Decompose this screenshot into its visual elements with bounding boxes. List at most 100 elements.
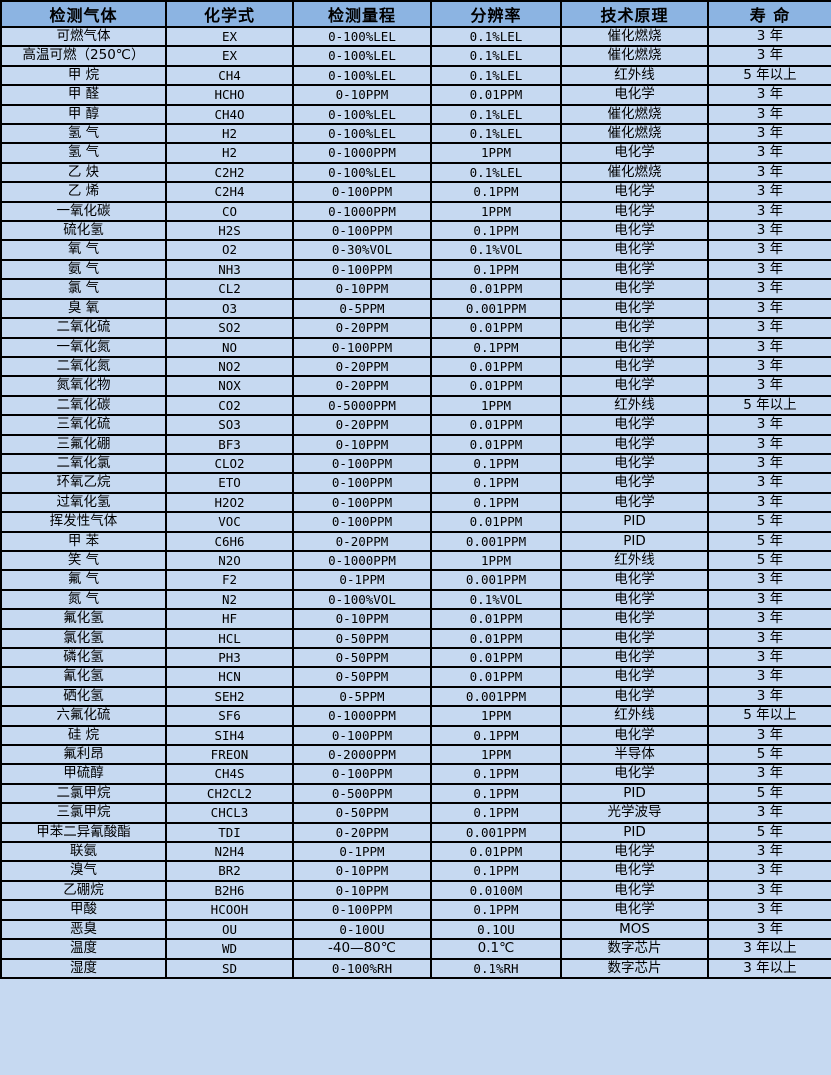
formula-cell: SO3 [165,414,294,436]
life-cell: 3 年 [707,569,831,591]
gas-name-cell: 甲苯二异氰酸酯 [0,821,167,844]
range-cell: 0-1PPM [292,569,432,591]
resolution-cell: 0.01PPM [430,433,562,455]
table-row: 二氧化碳 CO2 0-5000PPM 1PPM 红外线 5 年以上 [0,394,831,417]
gas-name-cell: 三氟化硼 [0,433,167,455]
range-cell: 0-100PPM [292,220,432,242]
gas-name-cell: 环氧乙烷 [0,472,167,494]
table-row: 二氯甲烷 CH2CL2 0-500PPM 0.1PPM PID 5 年 [0,782,831,805]
life-cell: 3 年 [707,103,831,126]
table-row: 乙硼烷 B2H6 0-10PPM 0.0100M 电化学 3 年 [0,879,831,902]
table-row: 二氧化硫 SO2 0-20PPM 0.01PPM 电化学 3 年 [0,317,831,339]
range-cell: 0-20PPM [292,530,432,552]
life-cell: 3 年 [707,239,831,261]
principle-cell: 电化学 [560,724,709,747]
formula-cell: C6H6 [165,530,294,552]
life-cell: 3 年 [707,666,831,688]
resolution-cell: 0.01PPM [430,646,562,669]
resolution-cell: 0.1PPM [430,899,562,921]
range-cell: 0-20PPM [292,375,432,397]
table-row: 乙 炔 C2H2 0-100%LEL 0.1%LEL 催化燃烧 3 年 [0,161,831,184]
range-cell: 0-10PPM [292,608,432,630]
resolution-cell: 0.1%LEL [430,123,562,145]
principle-cell: 红外线 [560,64,709,87]
range-cell: 0-100%VOL [292,588,432,611]
life-cell: 3 年 [707,220,831,242]
table-row: 甲酸 HCOOH 0-100PPM 0.1PPM 电化学 3 年 [0,899,831,921]
resolution-cell: 0.01PPM [430,317,562,339]
resolution-cell: 1PPM [430,200,562,223]
gas-name-cell: 二氧化氯 [0,452,167,475]
table-row: 硫化氢 H2S 0-100PPM 0.1PPM 电化学 3 年 [0,220,831,242]
resolution-cell: 0.1PPM [430,452,562,475]
gas-name-cell: 甲 醇 [0,103,167,126]
gas-name-cell: 三氧化硫 [0,414,167,436]
formula-cell: HCHO [165,84,294,106]
table-row: 二氧化氮 NO2 0-20PPM 0.01PPM 电化学 3 年 [0,355,831,378]
range-cell: 0-100%LEL [292,45,432,67]
resolution-cell: 0.01PPM [430,841,562,863]
gas-sensor-spec-table: 检测气体 化学式 检测量程 分辨率 技术原理 寿 命 可燃气体 EX 0-100%L… [0,0,831,979]
table-row: 三氧化硫 SO3 0-20PPM 0.01PPM 电化学 3 年 [0,414,831,436]
table-row: 挥发性气体 VOC 0-100PPM 0.01PPM PID 5 年 [0,511,831,533]
life-cell: 3 年 [707,297,831,320]
range-cell: 0-100PPM [292,491,432,514]
life-cell: 3 年 [707,45,831,67]
range-cell: 0-100PPM [292,763,432,785]
principle-cell: 电化学 [560,763,709,785]
table-row: 可燃气体 EX 0-100%LEL 0.1%LEL 催化燃烧 3 年 [0,25,831,48]
formula-cell: SEH2 [165,685,294,708]
table-row: 一氧化碳 CO 0-1000PPM 1PPM 电化学 3 年 [0,200,831,223]
life-cell: 3 年 [707,123,831,145]
gas-name-cell: 联氨 [0,841,167,863]
life-cell: 3 年 [707,646,831,669]
principle-cell: 电化学 [560,317,709,339]
life-cell: 3 年 [707,472,831,494]
formula-cell: HCL [165,627,294,650]
formula-cell: H2S [165,220,294,242]
formula-cell: H2 [165,142,294,164]
resolution-cell: 0.01PPM [430,414,562,436]
resolution-cell: 0.1%LEL [430,103,562,126]
formula-cell: NOX [165,375,294,397]
gas-name-cell: 湿度 [0,957,167,979]
gas-name-cell: 三氯甲烷 [0,802,167,824]
table-row: 过氧化氢 H2O2 0-100PPM 0.1PPM 电化学 3 年 [0,491,831,514]
table-row: 联氨 N2H4 0-1PPM 0.01PPM 电化学 3 年 [0,841,831,863]
range-cell: 0-100%LEL [292,25,432,48]
range-cell: 0-100PPM [292,452,432,475]
life-cell: 3 年 [707,336,831,358]
gas-name-cell: 氢 气 [0,142,167,164]
formula-cell: EX [165,25,294,48]
range-cell: 0-1PPM [292,841,432,863]
life-cell: 3 年 [707,317,831,339]
gas-name-cell: 溴气 [0,860,167,882]
formula-cell: B2H6 [165,879,294,902]
range-cell: 0-500PPM [292,782,432,805]
range-cell: 0-100PPM [292,258,432,281]
resolution-cell: 0.01PPM [430,278,562,300]
gas-name-cell: 笑 气 [0,549,167,572]
table-body: 可燃气体 EX 0-100%LEL 0.1%LEL 催化燃烧 3 年高温可燃（250℃） E… [0,25,831,979]
range-cell: 0-10OU [292,918,432,941]
gas-name-cell: 硅 烷 [0,724,167,747]
principle-cell: 电化学 [560,666,709,688]
table-row: 氮 气 N2 0-100%VOL 0.1%VOL 电化学 3 年 [0,588,831,611]
table-row: 三氯甲烷 CHCL3 0-50PPM 0.1PPM 光学波导 3 年 [0,802,831,824]
range-cell: 0-30%VOL [292,239,432,261]
range-cell: 0-100PPM [292,181,432,203]
gas-name-cell: 二氯甲烷 [0,782,167,805]
gas-name-cell: 甲酸 [0,899,167,921]
range-cell: 0-100%LEL [292,161,432,184]
principle-cell: 电化学 [560,181,709,203]
range-cell: 0-2000PPM [292,744,432,766]
resolution-cell: 0.1%LEL [430,64,562,87]
range-cell: -40—80℃ [292,938,432,960]
resolution-cell: 0.001PPM [430,685,562,708]
range-cell: 0-50PPM [292,627,432,650]
principle-cell: 半导体 [560,744,709,766]
formula-cell: CO2 [165,394,294,417]
principle-cell: 电化学 [560,278,709,300]
principle-cell: 电化学 [560,239,709,261]
principle-cell: 电化学 [560,879,709,902]
